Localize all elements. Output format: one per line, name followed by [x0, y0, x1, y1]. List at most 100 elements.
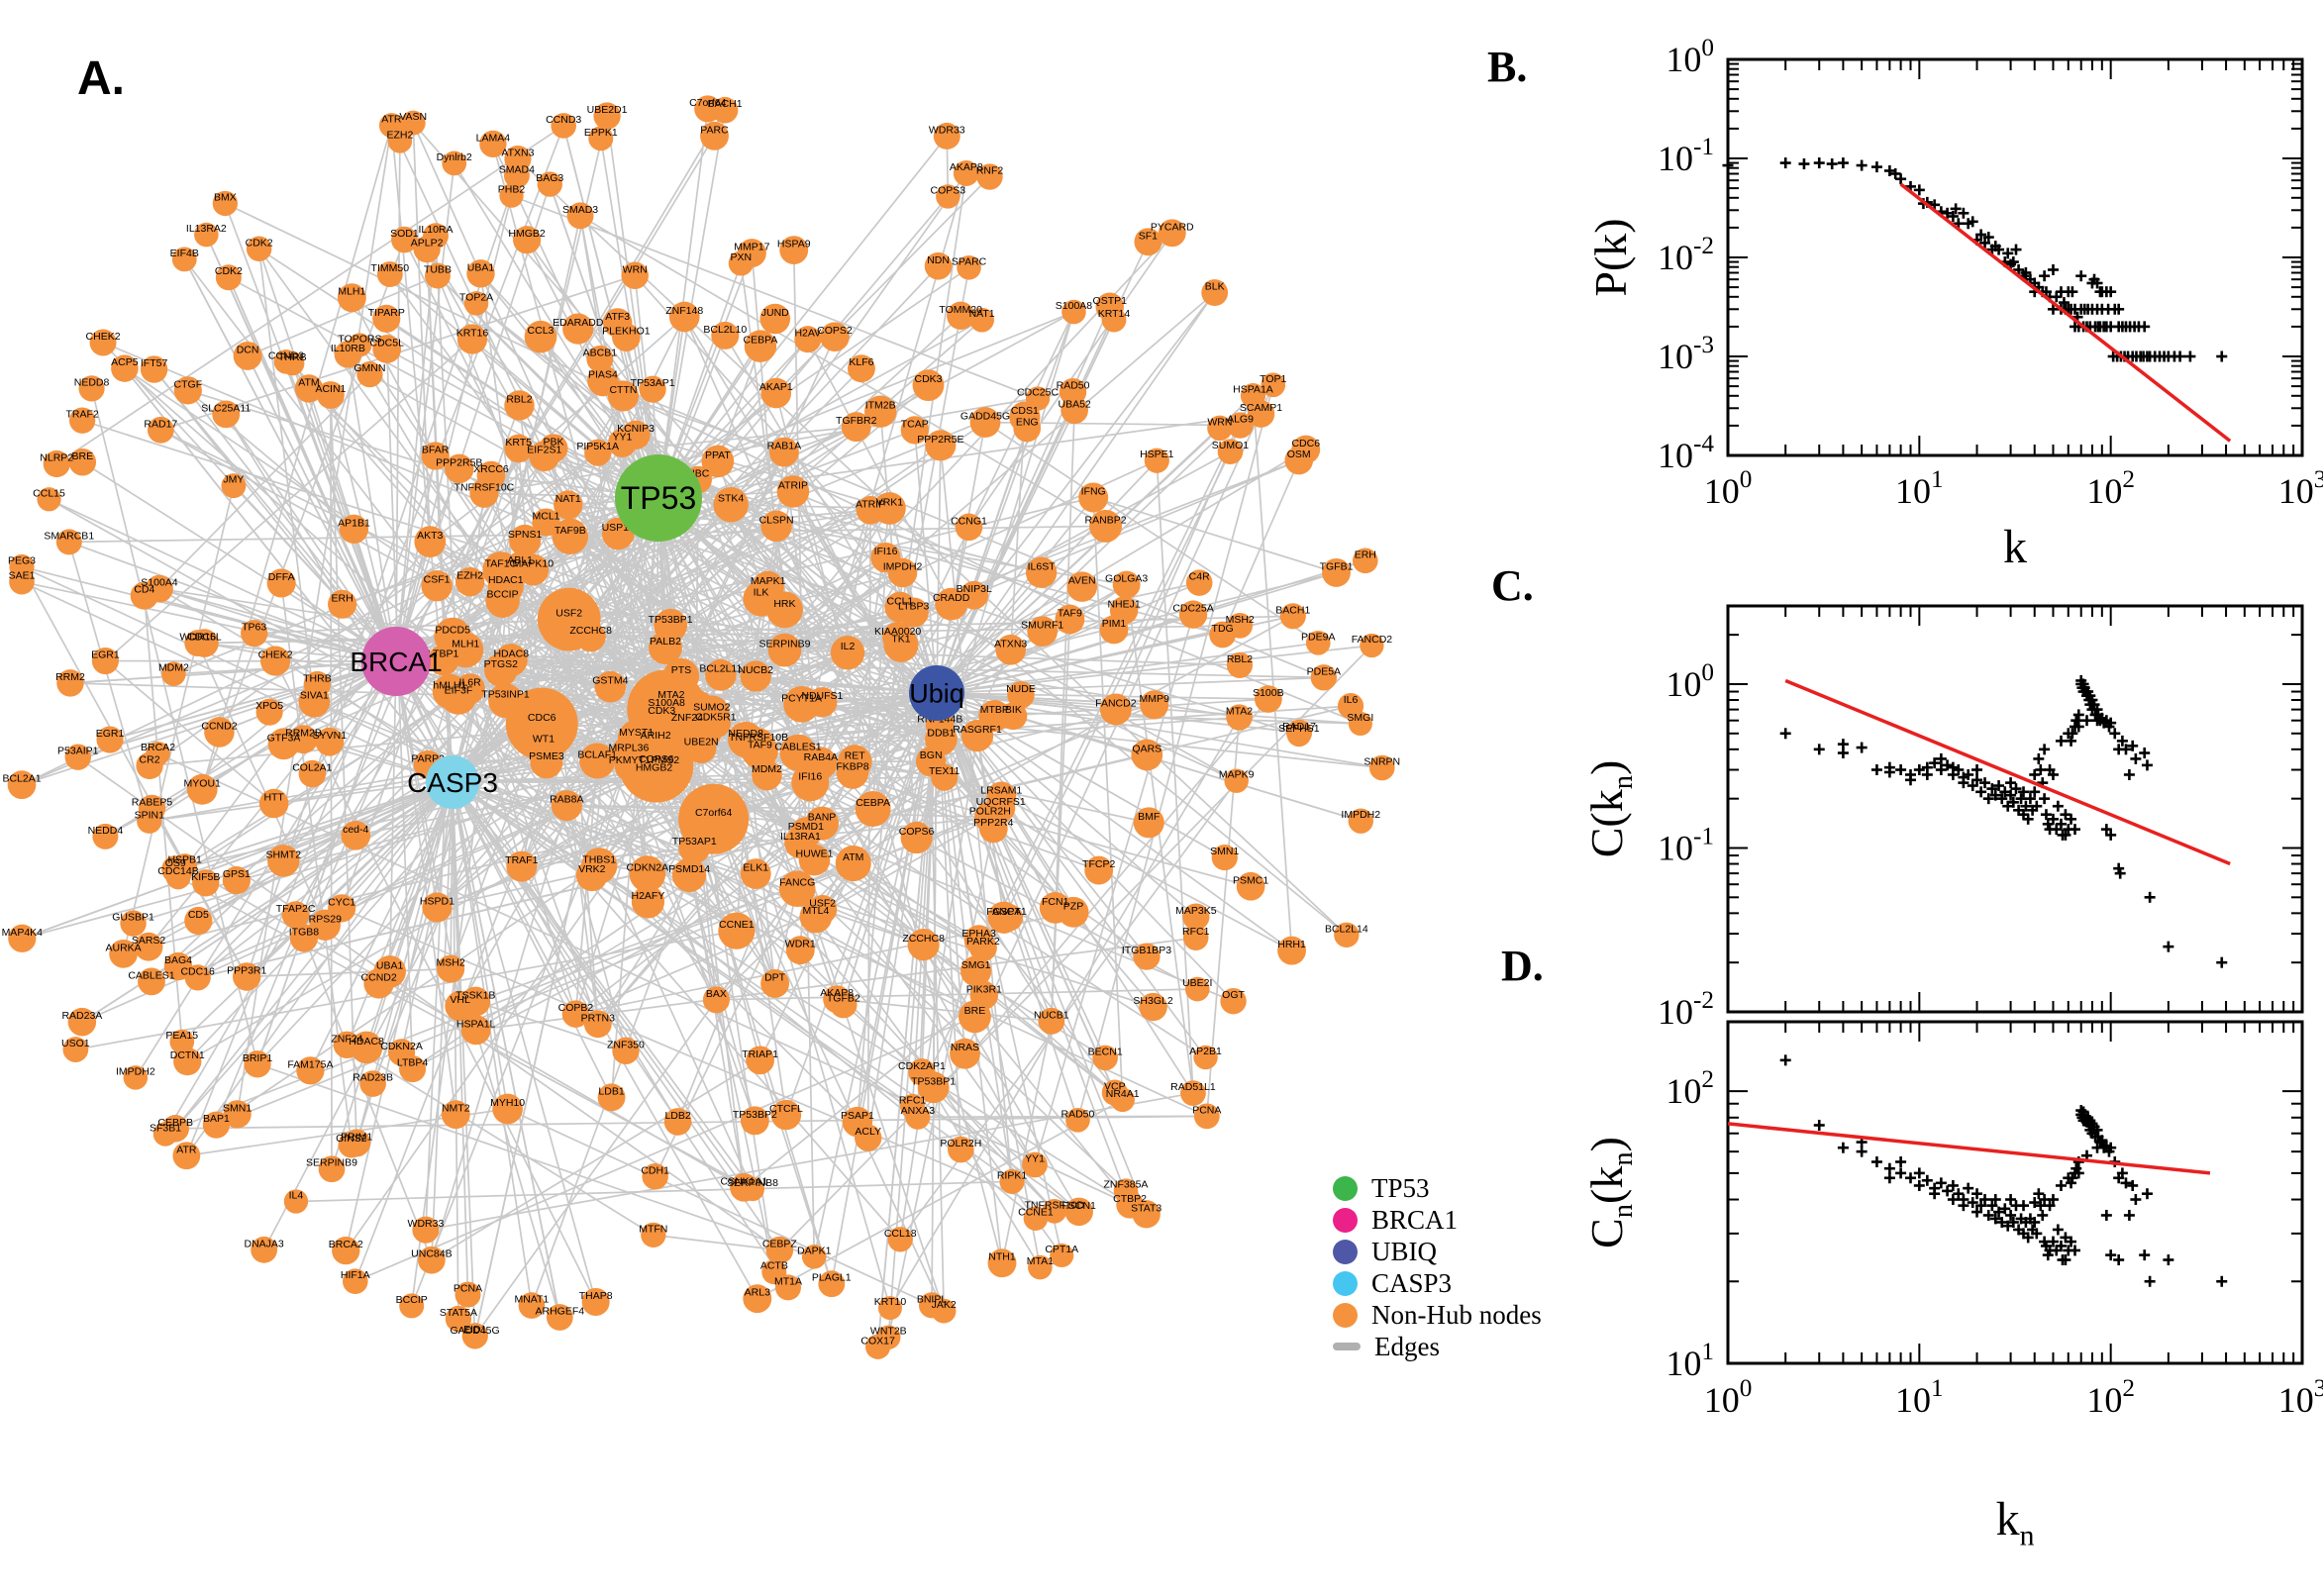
svg-text:CDC25C: CDC25C	[1017, 387, 1059, 399]
svg-text:DFFA: DFFA	[268, 571, 295, 583]
svg-text:BNIPL: BNIPL	[917, 1293, 948, 1305]
svg-text:PMS2: PMS2	[651, 754, 679, 766]
svg-text:CTBP2: CTBP2	[1113, 1193, 1147, 1205]
svg-text:IMPDH2: IMPDH2	[1341, 809, 1380, 821]
svg-text:CDH1: CDH1	[641, 1164, 669, 1176]
svg-text:RAD50: RAD50	[1061, 1108, 1095, 1120]
svg-text:TGFB1: TGFB1	[1320, 560, 1354, 572]
svg-text:S100B: S100B	[1253, 687, 1284, 699]
svg-text:KRT14: KRT14	[1098, 308, 1131, 320]
svg-text:TEX11: TEX11	[929, 765, 960, 777]
svg-text:P(k): P(k)	[1585, 218, 1636, 296]
svg-text:CDK3: CDK3	[648, 705, 675, 717]
svg-text:CHEK2: CHEK2	[86, 331, 121, 343]
svg-text:TP53INP1: TP53INP1	[481, 689, 530, 701]
svg-text:SF1: SF1	[1139, 230, 1158, 242]
svg-text:TAF1C: TAF1C	[485, 558, 518, 570]
svg-text:RAD23A: RAD23A	[61, 1010, 102, 1022]
svg-text:RBL2: RBL2	[506, 393, 532, 405]
svg-text:COPS6: COPS6	[899, 826, 935, 838]
svg-text:NEDD8: NEDD8	[74, 376, 110, 388]
svg-text:ACLY: ACLY	[855, 1126, 881, 1138]
svg-text:CCND2: CCND2	[361, 971, 397, 983]
edge-icon	[1333, 1343, 1361, 1350]
svg-text:CRADD: CRADD	[933, 592, 970, 604]
svg-text:TOMM20: TOMM20	[939, 304, 982, 316]
svg-text:COL2A1: COL2A1	[292, 762, 332, 774]
svg-text:WDR33: WDR33	[929, 124, 965, 136]
svg-text:WDR33: WDR33	[408, 1218, 445, 1230]
svg-text:THRB: THRB	[303, 672, 332, 684]
svg-text:SERPINB9: SERPINB9	[306, 1157, 357, 1169]
svg-text:CDKN2A: CDKN2A	[380, 1041, 423, 1052]
svg-text:BLK: BLK	[1205, 281, 1225, 293]
svg-text:TRAF2: TRAF2	[65, 409, 98, 421]
svg-text:TOP1: TOP1	[1260, 373, 1286, 385]
svg-text:PALB2: PALB2	[650, 636, 681, 648]
svg-text:EZH2: EZH2	[456, 570, 483, 582]
svg-text:PBK: PBK	[543, 437, 563, 449]
svg-text:ITGB8: ITGB8	[289, 926, 320, 938]
svg-text:UBA1: UBA1	[467, 261, 495, 273]
svg-text:CCL18: CCL18	[884, 1228, 917, 1240]
svg-text:MTBP: MTBP	[980, 704, 1009, 716]
svg-text:ZCCHC8: ZCCHC8	[902, 933, 945, 945]
svg-text:10-1: 10-1	[1658, 134, 1714, 178]
svg-text:TNFRSF10C: TNFRSF10C	[454, 481, 515, 493]
svg-text:102: 102	[2086, 1375, 2135, 1420]
svg-text:ATM: ATM	[843, 851, 863, 863]
svg-text:PSAP1: PSAP1	[841, 1110, 874, 1122]
svg-text:TP53AP1: TP53AP1	[631, 377, 675, 389]
svg-text:EGR1: EGR1	[91, 649, 120, 661]
svg-text:CDK2AP1: CDK2AP1	[898, 1060, 946, 1072]
svg-text:IL6ST: IL6ST	[1028, 560, 1057, 572]
svg-text:H2AV: H2AV	[794, 328, 821, 340]
svg-text:CCND3: CCND3	[546, 114, 581, 126]
svg-text:BGN: BGN	[920, 749, 943, 761]
svg-text:STK4: STK4	[718, 493, 744, 505]
svg-text:FCN1: FCN1	[1042, 896, 1069, 908]
svg-text:NUDE: NUDE	[1006, 683, 1036, 695]
legend-label-casp3: CASP3	[1371, 1267, 1453, 1298]
svg-text:Ubiq: Ubiq	[909, 678, 964, 708]
svg-text:CSNK1A1: CSNK1A1	[721, 1175, 768, 1187]
svg-text:RABEP5: RABEP5	[132, 796, 173, 808]
svg-text:BAP1: BAP1	[203, 1113, 230, 1125]
svg-text:ABL1: ABL1	[507, 554, 533, 566]
svg-text:100: 100	[1704, 1375, 1753, 1420]
svg-text:RAB1A: RAB1A	[767, 441, 801, 452]
svg-text:SARS2: SARS2	[132, 935, 166, 947]
svg-text:FANCD2: FANCD2	[1095, 697, 1137, 709]
svg-text:CTTN: CTTN	[609, 384, 637, 396]
svg-text:MSH2: MSH2	[437, 957, 465, 969]
svg-text:BRCA2: BRCA2	[329, 1239, 363, 1250]
svg-text:PPAT: PPAT	[705, 449, 731, 461]
svg-text:VRK1: VRK1	[876, 496, 904, 508]
svg-text:CCL15: CCL15	[33, 487, 65, 499]
svg-text:GADD45G: GADD45G	[450, 1325, 499, 1337]
svg-text:HSPA1L: HSPA1L	[456, 1018, 496, 1030]
svg-text:POLR2H: POLR2H	[940, 1138, 981, 1149]
svg-text:RFC1: RFC1	[1182, 926, 1210, 938]
svg-text:ATXN3: ATXN3	[501, 148, 534, 159]
svg-text:TOP2A: TOP2A	[459, 291, 493, 303]
svg-text:TSSK1B: TSSK1B	[455, 990, 495, 1002]
svg-text:SAE1: SAE1	[9, 570, 36, 582]
svg-text:BACH1: BACH1	[708, 98, 743, 110]
svg-text:TP53BP1: TP53BP1	[649, 614, 693, 626]
svg-text:CCNE1: CCNE1	[719, 919, 755, 931]
svg-text:PTS: PTS	[671, 664, 691, 676]
svg-text:EIF3F: EIF3F	[445, 684, 473, 696]
svg-text:NUCB2: NUCB2	[738, 664, 773, 676]
svg-text:HIF1A: HIF1A	[341, 1269, 370, 1281]
svg-text:HSPA1A: HSPA1A	[1233, 384, 1273, 396]
svg-text:10-1: 10-1	[1658, 823, 1714, 867]
svg-text:ILK: ILK	[754, 587, 769, 599]
svg-text:PRIM1: PRIM1	[341, 1131, 372, 1143]
svg-text:MTA2: MTA2	[657, 689, 684, 701]
svg-text:IL6: IL6	[1344, 694, 1359, 706]
svg-text:IMPDH2: IMPDH2	[116, 1065, 155, 1077]
svg-text:MLH1: MLH1	[338, 286, 365, 298]
legend-item-ubiq: UBIQ	[1333, 1236, 1542, 1267]
svg-text:CEBPB: CEBPB	[157, 1117, 193, 1129]
